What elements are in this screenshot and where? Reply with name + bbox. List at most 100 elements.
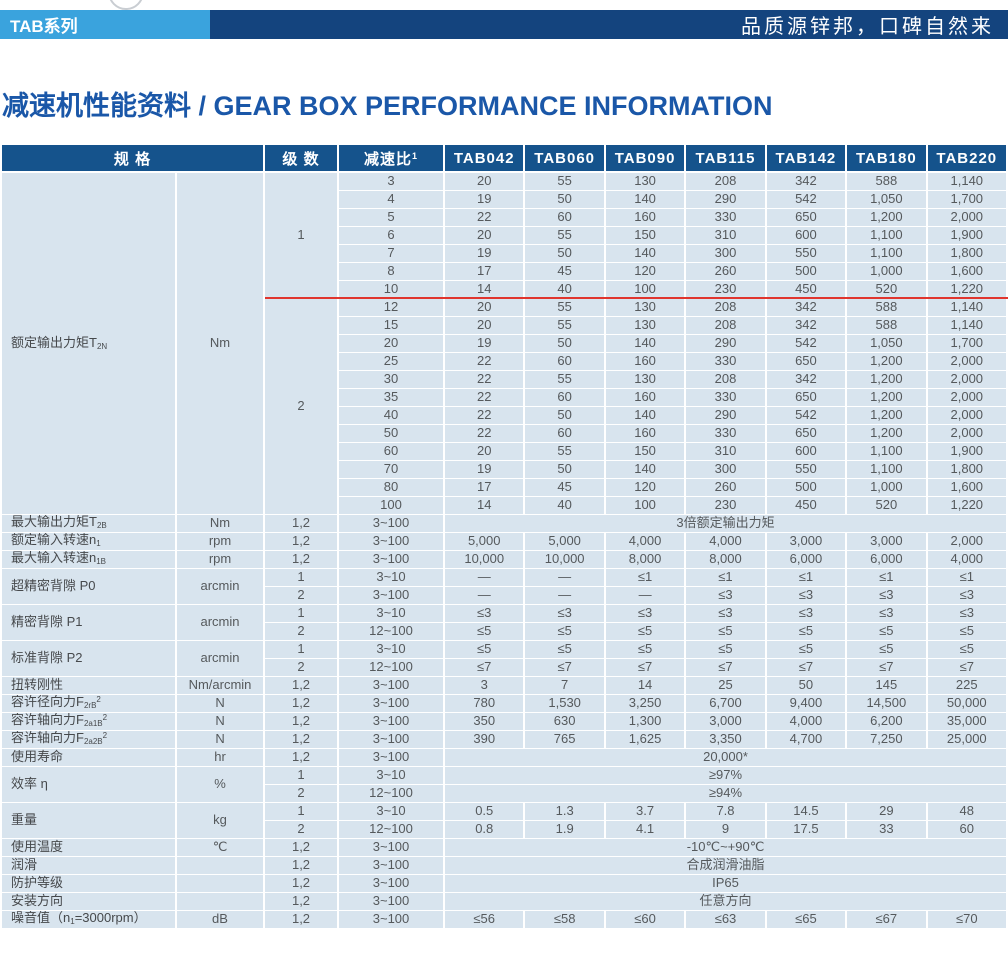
table-cell: 噪音值（n1=3000rpm） [0,909,177,929]
table-cell: 3~10 [337,801,446,821]
table-cell: ≥94% [443,783,1008,803]
header-cell: 减速比1 [337,143,446,173]
table-cell: 19 [443,459,526,479]
table-cell: ≤3 [845,585,928,605]
table-cell: Nm [174,171,266,515]
table-cell: 8 [337,261,446,281]
table-cell: arcmin [174,567,266,605]
table-row: 使用温度 ℃ 1,2 3~100 -10℃~+90℃ [0,837,1008,857]
table-cell: ≥97% [443,765,1008,785]
table-cell: 20 [443,225,526,245]
table-cell: 25 [684,675,767,695]
table-cell: 1,2 [263,675,340,695]
table-cell: 19 [443,189,526,209]
table-cell: 3~100 [337,729,446,749]
table-row: 2 12~100 ≤5 ≤5 ≤5 ≤5 ≤5 ≤5 ≤5 [1,621,1008,641]
page-title: 减速机性能资料 / GEAR BOX PERFORMANCE INFORMATI… [2,91,773,121]
table-cell: 1,140 [925,171,1008,191]
table-cell: ≤5 [845,639,928,659]
table-cell: 20,000* [443,747,1008,767]
header-cell: 规 格 [0,143,266,173]
table-cell: 1,200 [845,369,928,389]
table-cell: 22 [443,405,526,425]
table-cell: 20 [443,171,526,191]
table-cell: ≤67 [845,909,928,929]
table-cell: 342 [764,315,848,335]
table-cell: 3~10 [337,639,446,659]
table-row: 2 12~100 ≤7 ≤7 ≤7 ≤7 ≤7 ≤7 ≤7 [1,657,1008,677]
table-cell: hr [174,747,266,767]
table-cell: 3~10 [337,765,446,785]
table-cell: 20 [443,441,526,461]
table-cell: — [443,567,526,587]
table-cell: 1,2 [263,747,340,767]
table-cell: 4,000 [925,549,1008,569]
table-cell: 15 [337,315,446,335]
table-cell: ≤7 [603,657,687,677]
table-row: 30 22 55 130 208 342 1,200 2,000 [1,369,1008,389]
table-cell: ≤1 [845,567,928,587]
table-cell: ≤1 [603,567,687,587]
table-cell: ≤1 [764,567,848,587]
table-cell: 2,000 [925,405,1008,425]
table-cell: 542 [764,405,848,425]
table-cell: 17 [443,261,526,281]
table-cell: 1,050 [845,333,928,353]
table-cell: arcmin [174,639,266,677]
table-cell: 容许轴向力F2a1B2 [0,711,177,731]
table-cell: ≤63 [684,909,767,929]
table-cell: 3~100 [337,837,446,857]
table-cell: 520 [845,495,928,515]
table-cell: 208 [684,297,767,317]
table-cell: 22 [443,423,526,443]
table-cell: 500 [764,477,848,497]
table-cell: 10 [337,279,446,299]
table-cell: 6,000 [845,549,928,569]
table-cell: kg [174,801,266,839]
table-cell: 17.5 [764,819,848,839]
table-cell: 1,800 [925,459,1008,479]
table-row: 60 20 55 150 310 600 1,100 1,900 [1,441,1008,461]
table-cell: 5 [337,207,446,227]
table-row: 最大输入转速n1B rpm 1,2 3~100 10,000 10,000 8,000 8,0… [0,549,1008,569]
table-cell: IP65 [443,873,1008,893]
table-cell: rpm [174,531,266,551]
table-cell: 3.7 [603,801,687,821]
table-cell: 0.8 [443,819,526,839]
slogan-text: 品质源锌邦，口碑自然来 [741,16,994,38]
table-cell: 最大输出力矩T2B [0,513,177,533]
table-cell: 130 [603,315,687,335]
table-cell: ≤3 [764,603,848,623]
table-cell: 55 [523,171,606,191]
table-cell: Nm [174,513,266,533]
table-cell: 5,000 [443,531,526,551]
table-cell: 100 [603,279,687,299]
table-cell: 3~100 [337,675,446,695]
table-row: 超精密背隙 P0 arcmin 1 3~10— — ≤1 ≤1 ≤1 ≤1 ≤1 [0,567,1008,605]
table-cell: 1,900 [925,441,1008,461]
table-cell: ≤7 [523,657,606,677]
table-cell: 55 [523,441,606,461]
table-cell: 合成润滑油脂 [443,855,1008,875]
table-row: 重量 kg 1 3~10 0.5 1.3 3.7 7.8 14.5 29 48 [0,801,1008,839]
table-cell: 390 [443,729,526,749]
table-cell: 3~100 [337,585,446,605]
table-cell: 3~100 [337,909,446,929]
table-cell: 208 [684,369,767,389]
table-cell: 1,100 [845,225,928,245]
table-cell: ≤3 [684,603,767,623]
table-cell: 120 [603,261,687,281]
table-cell: -10℃~+90℃ [443,837,1008,857]
table-cell: 防护等级 [0,873,177,893]
table-cell: 1,2 [263,729,340,749]
table-cell: 630 [523,711,606,731]
table-cell: N [174,693,266,713]
table-cell: 45 [523,261,606,281]
table-cell: 1,2 [263,549,340,569]
table-row: 7 19 50 140 300 550 1,100 1,800 [1,243,1008,263]
table-cell: 588 [845,315,928,335]
table-cell: % [174,765,266,803]
table-cell: — [443,585,526,605]
table-cell: ≤3 [925,603,1008,623]
table-cell: 350 [443,711,526,731]
